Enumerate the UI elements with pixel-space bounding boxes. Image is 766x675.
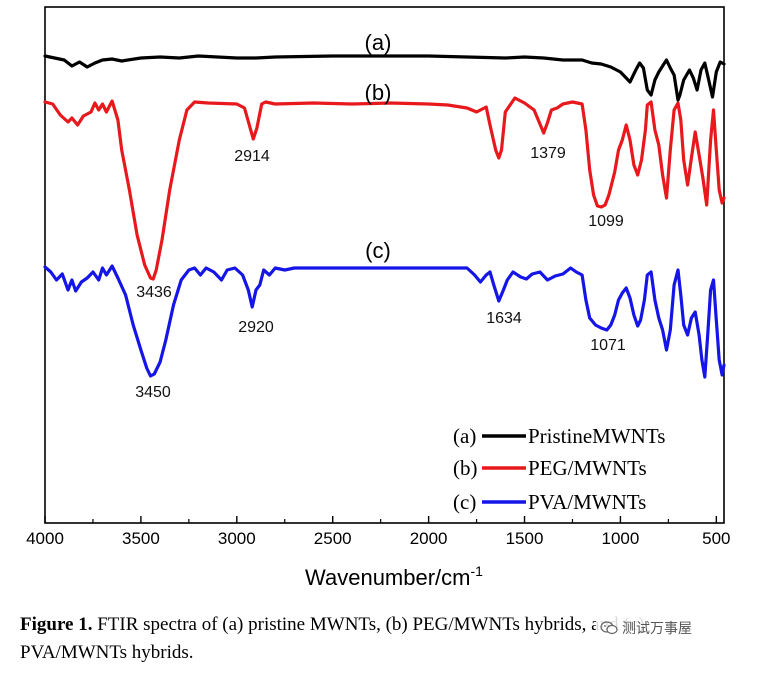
x-tick-label-3500: 3500 [122, 529, 160, 548]
peak-label-1634: 1634 [486, 310, 522, 327]
x-axis-title-main: Wavenumber/cm [305, 565, 470, 590]
peak-label-1071: 1071 [590, 337, 626, 354]
spectrum-line-c [43, 264, 726, 379]
legend: (a) PristineMWNTs (b) PEG/MWNTs (c) PVA/… [453, 424, 665, 514]
x-tick-label-1500: 1500 [506, 529, 544, 548]
x-axis-ticks: 4000 3500 3000 2500 2000 1500 1000 500 [26, 516, 731, 548]
figure-caption: Figure 1. FTIR spectra of (a) pristine M… [20, 611, 755, 667]
peak-label-2920: 2920 [238, 319, 274, 336]
ftir-chart: 4000 3500 3000 2500 2000 1500 1000 500 (a) (b) … [26, 6, 731, 590]
peak-label-1099: 1099 [588, 213, 624, 230]
wechat-icon [600, 621, 618, 635]
x-tick-label-2500: 2500 [314, 529, 352, 548]
peak-label-3436: 3436 [136, 284, 172, 301]
caption-figure-number: Figure 1. [20, 614, 93, 635]
legend-label-a: PristineMWNTs [528, 424, 665, 448]
peak-label-3450: 3450 [135, 384, 171, 401]
x-axis-title: Wavenumber/cm-1 [305, 563, 483, 590]
x-tick-label-3000: 3000 [218, 529, 256, 548]
spectra-curves [43, 54, 726, 379]
x-tick-label-2000: 2000 [410, 529, 448, 548]
legend-label-b: PEG/MWNTs [528, 456, 647, 480]
curve-label-c: (c) [365, 238, 391, 263]
spectrum-line-a [43, 54, 726, 102]
caption-text: FTIR spectra of (a) pristine MWNTs, (b) … [20, 614, 645, 663]
legend-prefix-b: (b) [453, 456, 478, 480]
curve-label-b: (b) [365, 80, 392, 105]
x-axis-title-sup: -1 [471, 563, 484, 579]
peak-label-2914: 2914 [234, 148, 270, 165]
watermark-text: 测试万事屋 [622, 621, 692, 637]
curve-label-a: (a) [365, 30, 392, 55]
x-tick-label-4000: 4000 [26, 529, 64, 548]
spectrum-line-b [43, 96, 726, 281]
plot-frame [44, 6, 725, 524]
x-tick-label-500: 500 [702, 529, 730, 548]
legend-prefix-c: (c) [453, 490, 476, 514]
legend-label-c: PVA/MWNTs [528, 490, 646, 514]
watermark: 测试万事屋 [596, 616, 696, 640]
peak-label-1379: 1379 [530, 145, 566, 162]
x-tick-label-1000: 1000 [602, 529, 640, 548]
legend-prefix-a: (a) [453, 424, 476, 448]
